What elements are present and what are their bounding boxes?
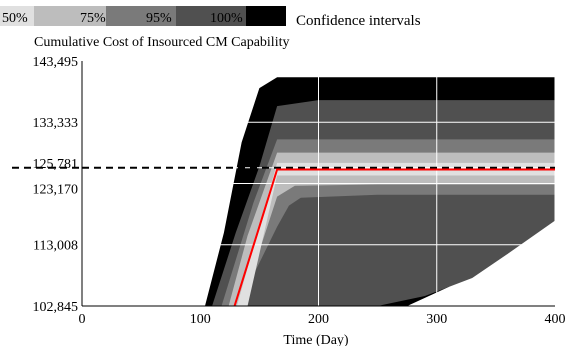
y-tick-label-0: 143,495 [33, 55, 79, 70]
x-tick-label-3: 300 [426, 312, 447, 327]
y-tick-label-1: 133,333 [33, 116, 79, 131]
legend-swatch-0 [0, 6, 34, 26]
plot-area [82, 61, 555, 306]
legend-label-3: 100% [210, 11, 243, 26]
x-tick-label-2: 200 [308, 312, 329, 327]
y-tick-label-5: 102,845 [33, 300, 79, 315]
x-tick-label-0: 0 [79, 312, 86, 327]
y-tick-label-2: 125,781 [33, 157, 79, 172]
legend-swatch-2 [106, 6, 176, 26]
y-tick-label-3: 123,170 [33, 183, 79, 198]
legend-label-0: 50% [2, 11, 28, 26]
legend-swatch-4 [246, 6, 286, 26]
y-tick-label-4: 113,008 [33, 239, 78, 254]
legend-swatch-1 [34, 6, 106, 26]
plot-layer [82, 61, 555, 306]
x-axis-label: Time (Day) [283, 333, 349, 346]
legend-caption: Confidence intervals [296, 13, 421, 29]
chart-title: Cumulative Cost of Insourced CM Capabili… [34, 35, 289, 50]
x-tick-label-4: 400 [545, 312, 566, 327]
legend-swatch-3 [176, 6, 246, 26]
legend-label-1: 75% [80, 11, 106, 26]
series-line-0 [233, 168, 555, 306]
legend: 50% 75% 95% 100% Confidence intervals [0, 6, 421, 29]
axes: 143,495 133,333 125,781 123,170 113,008 102,8… [12, 55, 566, 327]
legend-label-2: 95% [146, 11, 172, 26]
x-tick-label-1: 100 [190, 312, 211, 327]
